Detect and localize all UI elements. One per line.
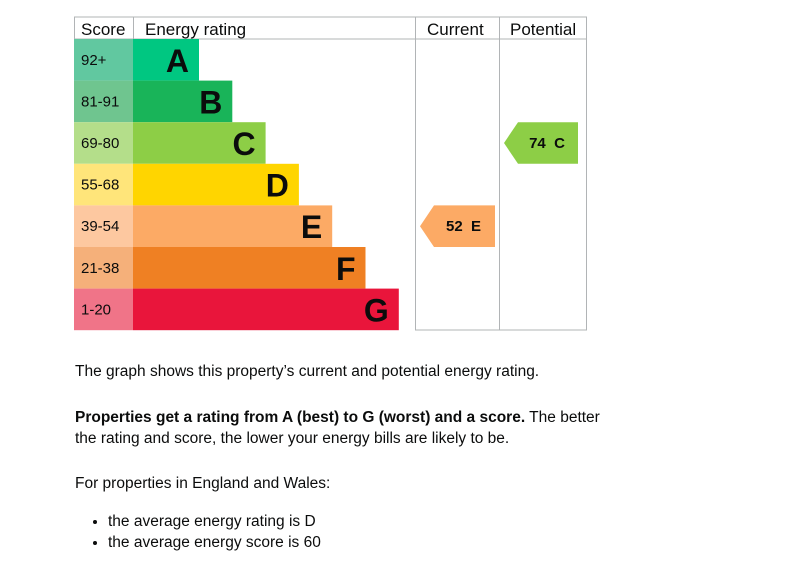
chart-description: The graph shows this property’s current … xyxy=(75,363,540,380)
band-score-cell-b xyxy=(74,80,133,123)
average-list: the average energy rating is D the avera… xyxy=(75,511,321,553)
band-letter-e: E xyxy=(301,209,322,245)
band-letter-f: F xyxy=(336,251,356,287)
band-range-g: 1-20 xyxy=(81,301,111,318)
average-score-item: the average energy score is 60 xyxy=(108,532,321,553)
band-letter-g: G xyxy=(364,292,389,328)
rating-explanation-rest: The better the rating and score, the low… xyxy=(75,409,600,447)
band-range-a: 92+ xyxy=(81,52,107,69)
band-range-d: 55-68 xyxy=(81,177,119,194)
band-range-f: 21-38 xyxy=(81,260,119,277)
band-bar-c xyxy=(133,122,266,164)
band-bar-b xyxy=(133,80,233,123)
rating-arrows: 52 E 74 C xyxy=(420,122,578,247)
band-range-c: 69-80 xyxy=(81,135,119,152)
band-range-e: 39-54 xyxy=(81,218,119,235)
rating-explanation: Properties get a rating from A (best) to… xyxy=(75,407,615,449)
rating-bands: 92+ A 81-91 B 69-80 C 55-68 D 39-54 E 21-38 F 1-20 G xyxy=(74,39,399,331)
header-energy-rating: Energy rating xyxy=(145,20,246,39)
band-letter-c: C xyxy=(232,126,255,162)
band-range-b: 81-91 xyxy=(81,93,119,110)
band-score-cell-g xyxy=(74,288,133,331)
band-score-cell-d xyxy=(74,163,133,206)
band-score-cell-f xyxy=(74,247,133,289)
potential-rating-label: 74 C xyxy=(529,135,565,152)
band-bar-g xyxy=(133,288,399,331)
current-rating-label: 52 E xyxy=(446,218,481,235)
potential-rating-arrow xyxy=(504,122,578,164)
band-score-cell-a xyxy=(74,39,133,81)
region-intro: For properties in England and Wales: xyxy=(75,475,331,492)
band-bar-e xyxy=(133,205,333,247)
band-score-cell-c xyxy=(74,122,133,164)
band-bar-a xyxy=(133,39,199,81)
epc-rating-chart: Score Energy rating Current Potential 92… xyxy=(74,16,587,331)
band-score-cell-e xyxy=(74,205,133,247)
band-bar-f xyxy=(133,247,366,289)
average-rating-item: the average energy rating is D xyxy=(108,511,321,532)
header-score: Score xyxy=(81,20,125,39)
band-letter-d: D xyxy=(266,168,289,204)
band-bar-d xyxy=(133,163,299,206)
current-rating-arrow xyxy=(420,205,495,247)
band-letter-a: A xyxy=(166,43,189,79)
header-potential: Potential xyxy=(510,20,576,39)
header-current: Current xyxy=(427,20,484,39)
band-letter-b: B xyxy=(199,84,222,120)
rating-explanation-bold: Properties get a rating from A (best) to… xyxy=(75,409,526,426)
